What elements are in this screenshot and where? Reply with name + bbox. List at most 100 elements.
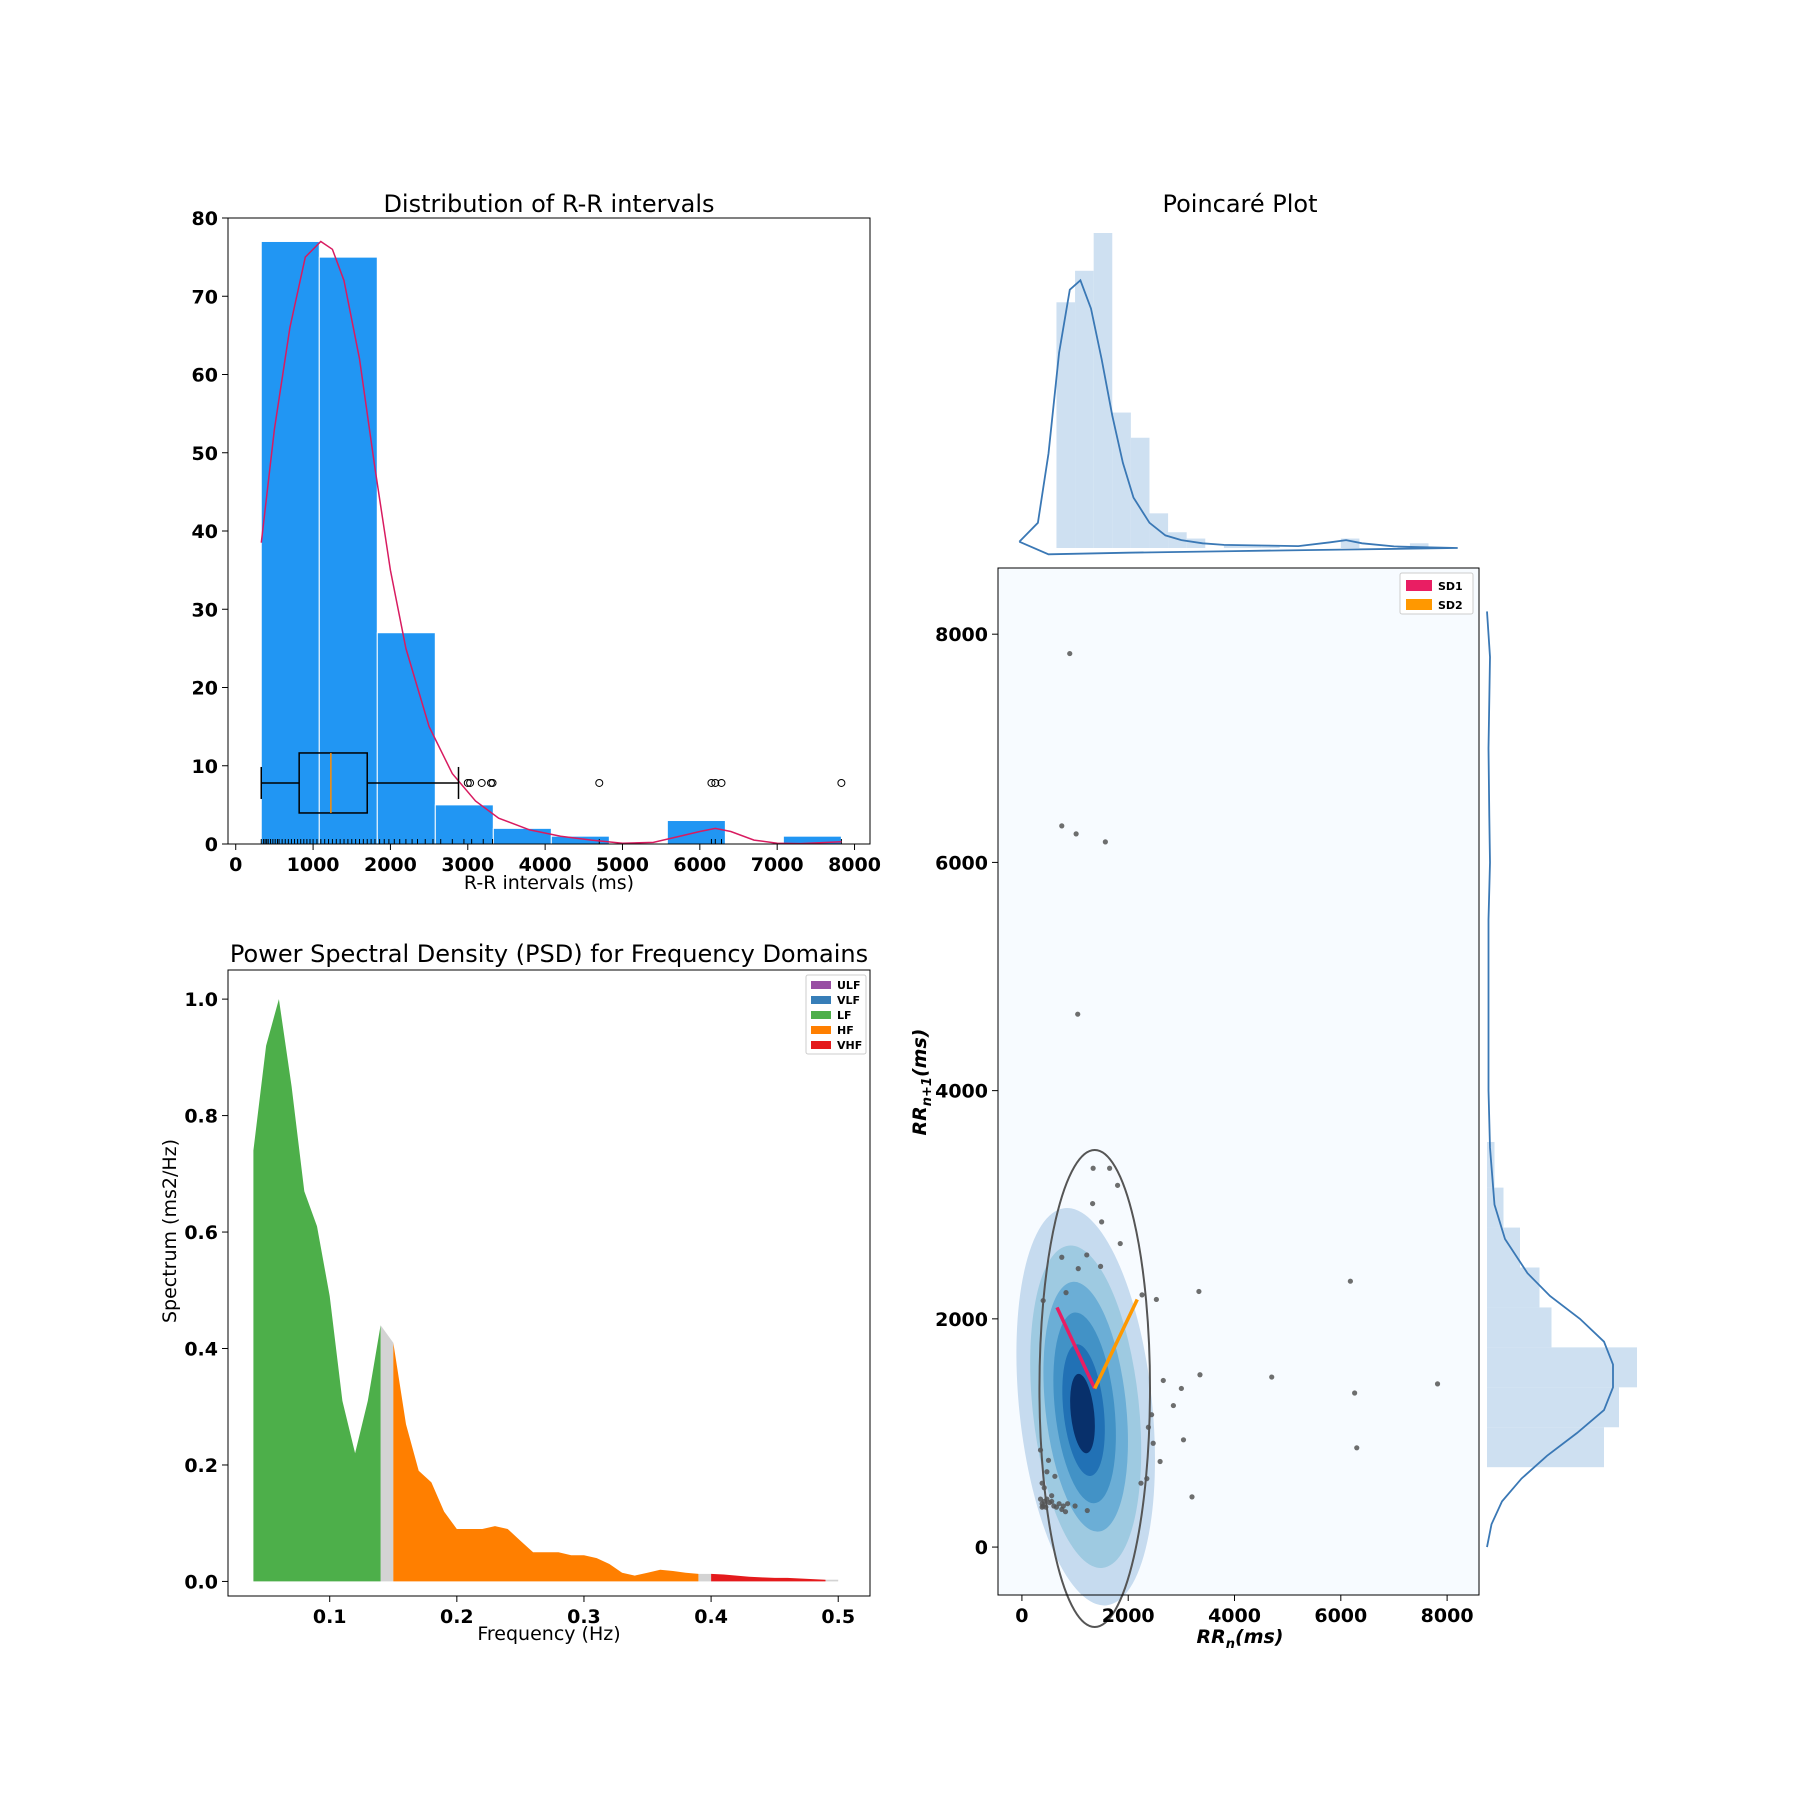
x-tick-label: 3000 <box>441 854 494 876</box>
y-tick-label: 30 <box>192 599 218 621</box>
rr-distribution-xlabel: R-R intervals (ms) <box>464 872 634 894</box>
y-tick-label: 50 <box>192 443 218 465</box>
psd-gap-area <box>380 1325 394 1582</box>
psd-legend-swatch <box>811 996 831 1004</box>
poincare-point <box>1189 1494 1195 1500</box>
y-tick-label: 4000 <box>935 1081 988 1103</box>
x-tick-label: 0 <box>1015 1605 1028 1627</box>
psd-area-hf <box>393 1342 699 1582</box>
poincare-point <box>1045 1457 1052 1463</box>
histogram-bar <box>492 827 552 845</box>
poincare-point <box>1044 1469 1050 1475</box>
poincare-legend-label: SD2 <box>1438 599 1463 612</box>
poincare-point <box>1049 1498 1055 1505</box>
marginal-y-bar <box>1487 1307 1552 1348</box>
y-tick-label: 10 <box>192 756 218 778</box>
rr-distribution-ticks: 0 1000 2000 3000 4000 5000 6000 7000 8000 0 10 20 30… <box>192 208 881 876</box>
kde-contour-level <box>1070 1373 1095 1454</box>
poincare-point <box>1102 839 1108 845</box>
poincare-point <box>1037 1496 1044 1502</box>
poincare-ticks: 0 2000 4000 6000 8000 0 2000 4000 6000 8000 <box>935 624 1473 1627</box>
x-tick-label: 0.3 <box>567 1606 601 1628</box>
y-tick-label: 0.0 <box>184 1571 218 1593</box>
boxplot-outlier <box>717 778 726 787</box>
marginal-x-bar <box>1242 544 1262 548</box>
marginal-x-bar <box>1130 437 1150 548</box>
psd-frame <box>227 969 871 1597</box>
poincare-point <box>1107 1165 1113 1171</box>
psd-legend-swatch <box>811 1026 831 1034</box>
poincare-point <box>1170 1402 1176 1409</box>
poincare-point <box>1063 1290 1069 1296</box>
psd-legend-swatch <box>811 1041 831 1049</box>
poincare-chart: Poincaré Plot 0 2000 4000 6000 8000 0 2000 4000… <box>909 190 1637 1652</box>
psd-legend-label: LF <box>837 1009 852 1022</box>
x-tick-label: 8000 <box>1421 1605 1474 1627</box>
psd-legend-label: HF <box>837 1024 854 1037</box>
poincare-point <box>1059 1254 1065 1260</box>
x-tick-label: 0.1 <box>313 1606 347 1628</box>
marginal-x-kde <box>1018 278 1458 556</box>
x-tick-label: 0.2 <box>440 1606 474 1628</box>
x-tick-label: 2000 <box>1102 1605 1155 1627</box>
poincare-point <box>1269 1374 1275 1380</box>
poincare-point <box>1052 1473 1058 1479</box>
poincare-point <box>1157 1458 1163 1465</box>
psd-ticks: 0.1 0.2 0.3 0.4 0.5 0.0 0.2 0.4 0.6 0.8 1.0 <box>184 989 855 1628</box>
psd-legend-swatch <box>811 981 831 989</box>
poincare-frame <box>997 567 1480 1596</box>
marginal-y-bar <box>1487 1347 1637 1388</box>
poincare-legend-swatch <box>1406 580 1432 591</box>
poincare-point <box>1160 1377 1166 1384</box>
psd-legend-box <box>805 974 867 1055</box>
x-tick-label: 0.4 <box>694 1606 728 1628</box>
psd-legend-label: VLF <box>837 994 860 1007</box>
y-tick-label: 20 <box>192 678 218 700</box>
y-tick-label: 40 <box>192 521 218 543</box>
y-tick-label: 0.2 <box>184 1455 218 1477</box>
marginal-x-bar <box>1168 532 1187 548</box>
rr-distribution-frame <box>227 217 871 845</box>
poincare-xlabel: RRn(ms) <box>1196 1626 1283 1652</box>
x-tick-label: 1000 <box>287 854 340 876</box>
y-tick-label: 70 <box>192 286 218 308</box>
y-tick-label: 80 <box>192 208 218 230</box>
poincare-kde-contours <box>1016 1207 1155 1606</box>
x-tick-label: 7000 <box>751 854 804 876</box>
psd-band-areas <box>253 999 839 1582</box>
marginal-y-bar <box>1487 1427 1604 1468</box>
poincare-point <box>1073 831 1079 837</box>
histogram-bar <box>434 804 494 845</box>
y-tick-label: 8000 <box>935 624 988 646</box>
y-tick-label: 0.8 <box>184 1106 218 1128</box>
boxplot-outlier <box>595 778 604 787</box>
y-tick-label: 0 <box>975 1537 988 1559</box>
poincare-legend-label: SD1 <box>1438 580 1463 593</box>
poincare-point <box>1065 1501 1071 1507</box>
poincare-point <box>1039 1504 1045 1510</box>
x-tick-label: 6000 <box>673 854 726 876</box>
marginal-y-bar <box>1487 1267 1540 1308</box>
rr-distribution-chart: Distribution of R-R intervals R-R interv… <box>192 190 881 894</box>
poincare-ellipse-and-sd-lines <box>1038 1148 1152 1628</box>
poincare-point <box>1347 1278 1353 1284</box>
poincare-point <box>1059 1506 1065 1513</box>
poincare-points <box>1037 650 1441 1515</box>
poincare-point <box>1138 1480 1144 1486</box>
rr-rug-ticks <box>260 839 842 844</box>
marginal-y-bar <box>1487 1387 1619 1428</box>
poincare-point <box>1180 1437 1187 1443</box>
marginal-y-kde <box>1486 611 1614 1548</box>
psd-area-lf <box>253 999 381 1582</box>
marginal-x-bar <box>1075 270 1094 548</box>
rr-boxplot <box>260 752 846 814</box>
poincare-point <box>1059 823 1065 829</box>
boxplot-outlier <box>477 778 486 787</box>
boxplot-outlier <box>466 778 475 787</box>
poincare-point <box>1197 1372 1203 1378</box>
boxplot-outlier <box>837 778 846 787</box>
psd-legend-label: ULF <box>837 979 860 992</box>
poincare-point <box>1075 1011 1081 1017</box>
histogram-bar <box>550 835 610 845</box>
y-tick-label: 0.6 <box>184 1222 218 1244</box>
